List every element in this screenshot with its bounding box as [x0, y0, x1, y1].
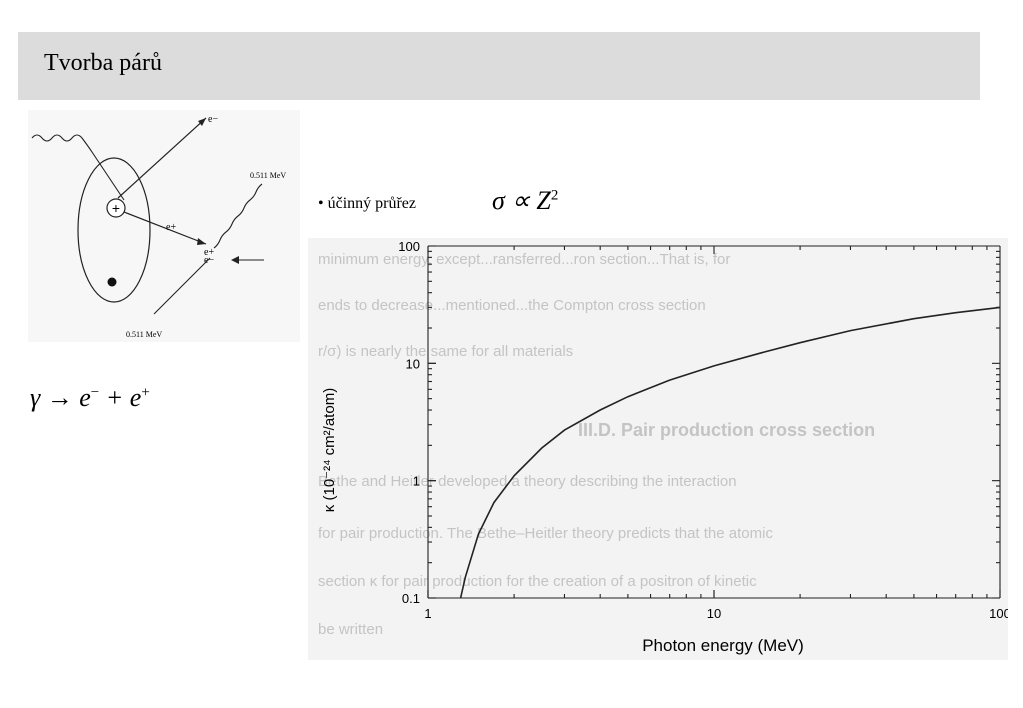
background-text-line: ends to decrease...mentioned...the Compt…: [318, 297, 706, 314]
cross-section-bullet: • účinný průřez: [318, 195, 417, 212]
y-tick-label: 10: [406, 356, 420, 371]
positron-label: e+: [166, 222, 176, 233]
cross-section-formula: σ ∝ Z2: [492, 186, 559, 215]
background-text-line: minimum energy, except...ransferred...ro…: [318, 251, 730, 268]
cross-section-curve: [459, 306, 1001, 599]
orbital-electron: [107, 277, 117, 287]
photon-energy-bottom: 0.511 MeV: [126, 330, 162, 339]
x-tick-label: 1: [424, 606, 431, 621]
background-text-line: for pair production. The Bethe–Heitler t…: [318, 525, 773, 542]
electron-track: [117, 117, 207, 199]
y-tick-label: 100: [398, 239, 420, 254]
slide-title: Tvorba párů: [44, 50, 162, 76]
x-axis-label: Photon energy (MeV): [642, 636, 804, 655]
positron-label-2: e+: [204, 247, 214, 258]
background-text-line: r/σ) is nearly the same for all material…: [318, 343, 573, 360]
cross-section-plot: minimum energy, except...ransferred...ro…: [308, 238, 1011, 660]
x-tick-label: 100: [989, 606, 1008, 621]
pair-production-equation: γ → e− + e+: [30, 383, 150, 412]
y-tick-label: 1: [413, 474, 420, 489]
y-tick-label: 0.1: [402, 591, 420, 606]
annihilation-photon-top: [213, 183, 263, 249]
slide-header: Tvorba párů: [18, 32, 980, 100]
x-tick-label: 10: [707, 606, 721, 621]
annihilation-photon-bottom: [153, 257, 211, 315]
nucleus-symbol: +: [112, 200, 120, 216]
nucleus: [106, 198, 126, 218]
positron-track: [123, 211, 207, 245]
background-text-line: III.D. Pair production cross section: [578, 420, 875, 440]
atom-orbit: [77, 157, 151, 303]
y-axis-label: κ (10⁻²⁴ cm²/atom): [321, 388, 338, 512]
target-electron-label: e−: [204, 255, 214, 266]
background-text-line: section κ for pair production for the cr…: [318, 573, 757, 590]
electron-label: e−: [208, 114, 218, 125]
pair-production-diagram: + e− e+ e+ e− 0.511 MeV 0.511 MeV: [28, 110, 308, 345]
background-text-line: be written: [318, 621, 383, 638]
background-text-line: Bethe and Heitler developed a theory des…: [318, 473, 737, 490]
photon-energy-top: 0.511 MeV: [250, 171, 286, 180]
incoming-photon: [31, 134, 125, 201]
